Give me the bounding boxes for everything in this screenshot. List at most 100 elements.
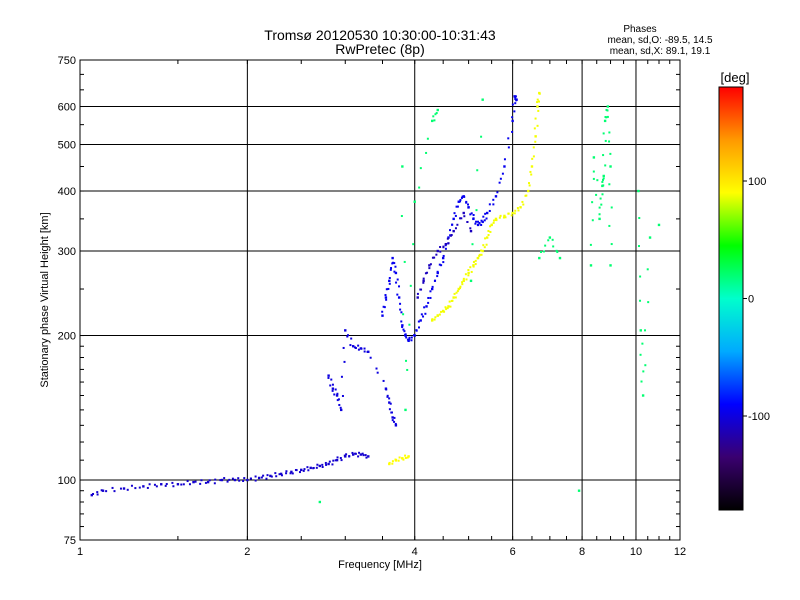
trace-point	[339, 406, 342, 409]
trace-point	[399, 302, 402, 305]
trace-point	[126, 488, 129, 491]
trace-point	[389, 402, 392, 405]
trace-point	[533, 127, 536, 130]
trace-point	[331, 389, 334, 392]
trace-point	[382, 305, 385, 308]
y-tick-label: 75	[64, 535, 76, 547]
trace-point	[436, 314, 439, 317]
trace-point	[325, 463, 328, 466]
trace-point	[363, 347, 366, 350]
trace-point	[453, 292, 456, 295]
data-point	[527, 189, 530, 193]
trace-point	[647, 301, 650, 304]
data-point	[481, 98, 484, 101]
trace-point	[343, 360, 346, 363]
trace-point	[446, 307, 449, 310]
trace-point	[381, 310, 384, 313]
trace-point	[589, 243, 592, 246]
trace-point	[532, 155, 535, 158]
trace-point	[542, 250, 545, 253]
trace-point	[385, 388, 388, 391]
trace-point	[444, 306, 447, 309]
data-point	[176, 483, 180, 486]
trace-point	[398, 456, 401, 459]
data-point	[397, 296, 401, 299]
trace-point	[345, 453, 348, 456]
trace-point	[242, 479, 245, 482]
data-point	[416, 296, 419, 299]
trace-point	[429, 290, 432, 293]
data-point	[367, 455, 370, 458]
trace-point	[503, 158, 506, 161]
data-point	[481, 249, 484, 253]
data-point	[444, 242, 448, 246]
trace-point	[469, 266, 472, 269]
data-point	[122, 487, 126, 490]
data-point	[300, 468, 303, 472]
trace-point	[113, 490, 116, 493]
trace-point	[393, 416, 396, 419]
trace-point	[469, 213, 472, 216]
trace-point	[399, 308, 402, 311]
data-point	[401, 165, 404, 168]
data-point	[462, 211, 465, 215]
data-point	[142, 485, 145, 488]
data-point	[637, 189, 640, 193]
trace-point	[341, 394, 344, 397]
y-tick-label: 400	[58, 186, 76, 198]
trace-point	[416, 292, 419, 295]
trace-point	[431, 318, 434, 321]
trace-point	[443, 310, 446, 313]
trace-point	[346, 335, 349, 338]
trace-point	[602, 177, 605, 180]
trace-point	[434, 113, 437, 116]
data-point	[192, 480, 195, 484]
data-point	[351, 345, 355, 348]
trace-point	[388, 461, 391, 464]
trace-point	[340, 375, 343, 378]
trace-point	[602, 154, 605, 157]
trace-point	[386, 394, 389, 397]
data-point	[436, 271, 439, 275]
trace-point	[402, 313, 405, 316]
data-point	[462, 279, 465, 283]
data-point	[467, 271, 470, 275]
data-point	[430, 319, 434, 322]
data-point	[388, 401, 391, 404]
trace-point	[639, 275, 642, 278]
trace-point	[426, 137, 429, 140]
trace-point	[493, 219, 496, 222]
trace-point	[402, 458, 405, 461]
trace-point	[404, 454, 407, 457]
trace-point	[405, 336, 408, 339]
trace-point	[602, 184, 605, 187]
trace-point	[555, 249, 558, 252]
trace-point	[329, 384, 332, 387]
data-point	[309, 466, 312, 470]
trace-point	[601, 193, 604, 196]
trace-point	[358, 451, 361, 454]
trace-point	[477, 220, 480, 223]
trace-point	[237, 477, 240, 480]
trace-point	[429, 296, 432, 299]
phase-box-x-mode: mean, sd,X: 89.1, 19.1	[610, 46, 711, 57]
trace-point	[410, 336, 413, 339]
trace-point	[608, 131, 611, 134]
trace-point	[385, 298, 388, 301]
data-point	[641, 394, 645, 397]
trace-point	[453, 212, 456, 215]
trace-point	[280, 474, 283, 477]
trace-point	[454, 214, 457, 217]
trace-point	[433, 119, 436, 122]
trace-point	[365, 456, 368, 459]
trace-point	[438, 313, 441, 316]
trace-point	[417, 320, 420, 323]
trace-point	[547, 239, 550, 242]
data-point	[452, 229, 455, 233]
trace-point	[436, 270, 439, 273]
data-point	[160, 483, 163, 486]
trace-point	[599, 197, 602, 200]
trace-point	[639, 299, 642, 302]
trace-point	[644, 364, 647, 367]
trace-point	[534, 140, 537, 143]
